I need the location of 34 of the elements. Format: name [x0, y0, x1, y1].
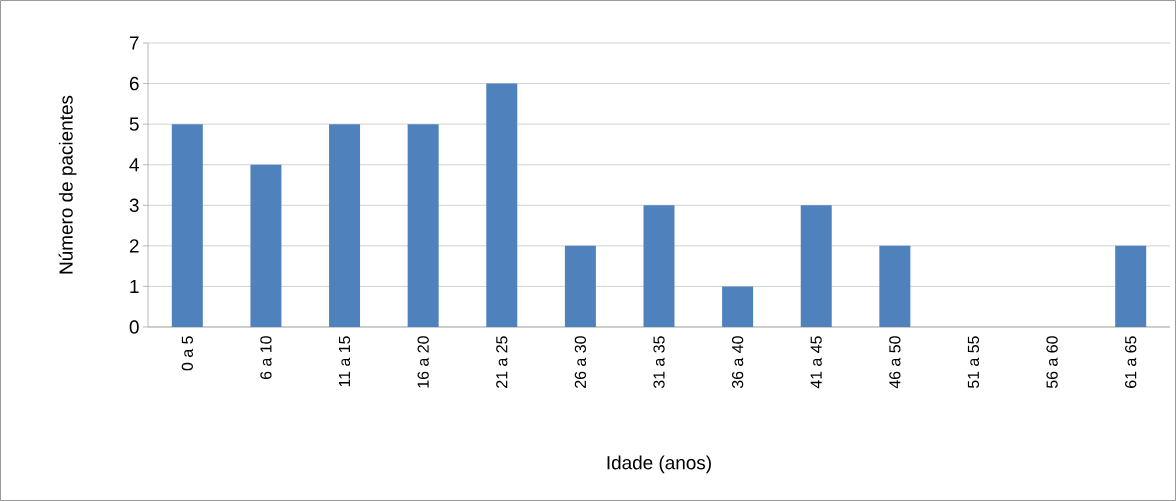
x-tick-label: 61 a 65	[1125, 336, 1137, 388]
y-tick-label: 3	[129, 198, 139, 212]
bar	[643, 205, 675, 327]
y-tick-label: 0	[129, 320, 139, 334]
bar	[171, 124, 203, 327]
x-tick-label: 6 a 10	[260, 336, 272, 380]
y-tick-label: 4	[129, 158, 139, 172]
x-tick-label: 46 a 50	[889, 336, 901, 389]
bar	[722, 286, 754, 327]
x-tick-label: 16 a 20	[417, 336, 429, 388]
bar	[800, 205, 832, 327]
x-tick-label: 21 a 25	[496, 336, 508, 388]
x-axis-title: Idade (anos)	[607, 455, 711, 474]
x-tick-label: 11 a 15	[338, 336, 351, 387]
y-tick-label: 2	[129, 239, 139, 253]
y-tick-label: 7	[129, 36, 139, 50]
bar	[564, 245, 596, 327]
bar	[879, 245, 911, 327]
x-tick-label: 56 a 60	[1046, 336, 1058, 389]
bar	[250, 164, 282, 327]
bar	[486, 83, 518, 327]
y-axis-title: Número de pacientes	[58, 95, 77, 274]
x-tick-label: 41 a 45	[810, 336, 822, 389]
bar	[407, 124, 439, 327]
x-tick-label: 51 a 55	[967, 336, 980, 389]
bar	[329, 124, 361, 327]
x-tick-label: 31 a 35	[653, 336, 665, 389]
y-tick-label: 5	[129, 117, 139, 131]
x-tick-label: 0 a 5	[181, 336, 193, 371]
x-tick-label: 26 a 30	[574, 336, 587, 388]
y-tick-label: 6	[129, 76, 139, 91]
x-tick-label: 36 a 40	[731, 336, 744, 389]
y-tick-label: 1	[130, 279, 139, 293]
bar	[1115, 245, 1147, 327]
